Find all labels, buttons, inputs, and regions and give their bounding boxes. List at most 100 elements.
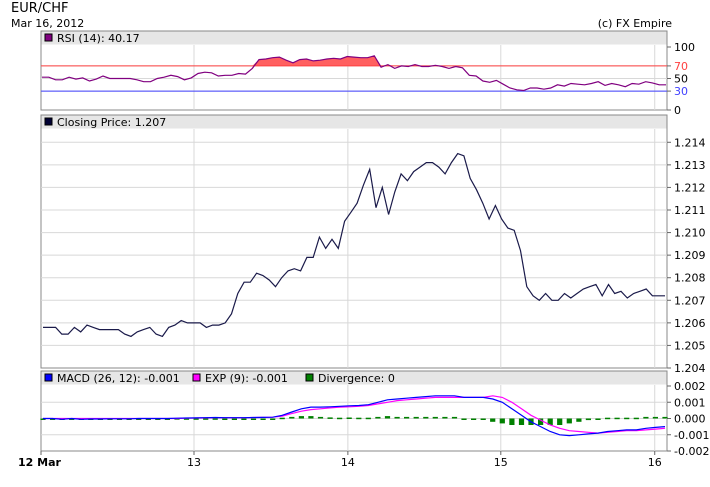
- divergence-bar: [279, 417, 285, 420]
- divergence-bar: [442, 416, 448, 419]
- divergence-bar: [394, 416, 400, 419]
- x-axis-tick-label: 16: [648, 456, 662, 469]
- divergence-bar: [557, 418, 563, 425]
- divergence-bar: [317, 416, 324, 419]
- divergence-bar: [289, 416, 295, 419]
- rsi-y-tick-label: 70: [674, 60, 688, 73]
- divergence-bar: [595, 418, 601, 420]
- divergence-bar: [260, 418, 266, 420]
- divergence-bar: [212, 418, 218, 420]
- divergence-bar: [241, 418, 247, 420]
- divergence-bar: [136, 418, 142, 420]
- divergence-bar: [518, 418, 525, 425]
- divergence-bar: [461, 418, 467, 420]
- divergence-bar: [413, 416, 419, 419]
- divergence-bar: [155, 418, 161, 420]
- divergence-bar: [50, 418, 56, 420]
- rsi-y-tick-label: 100: [674, 41, 695, 54]
- price-panel-frame: [40, 114, 668, 369]
- macd-legend-label: MACD (26, 12): -0.001: [57, 372, 180, 385]
- price-y-tick-label: 1.212: [674, 181, 706, 194]
- divergence-bar: [624, 417, 630, 420]
- macd-y-tick-label: -0.001: [674, 429, 709, 442]
- macd-y-tick-label: 0.000: [674, 413, 706, 426]
- x-axis-tick-label: 14: [341, 456, 355, 469]
- divergence-bar: [384, 416, 391, 419]
- rsi-y-tick-label: 50: [674, 73, 688, 86]
- divergence-bar: [404, 416, 410, 419]
- price-y-tick-label: 1.214: [674, 136, 706, 149]
- x-axis-tick-label: 15: [494, 456, 508, 469]
- divergence-bar: [480, 418, 486, 420]
- divergence-bar: [203, 418, 209, 420]
- divergence-bar: [605, 417, 611, 420]
- macd-series-line: [43, 395, 666, 437]
- macd-legend-label: EXP (9): -0.001: [205, 372, 288, 385]
- divergence-bar: [509, 418, 515, 425]
- macd-y-tick-label: -0.002: [674, 445, 709, 458]
- price-header-band: [41, 115, 667, 129]
- divergence-bar: [69, 418, 75, 420]
- price-y-tick-label: 1.207: [674, 294, 706, 307]
- divergence-bar: [432, 416, 438, 419]
- price-y-tick-label: 1.205: [674, 339, 706, 352]
- divergence-bar: [164, 418, 170, 420]
- divergence-bar: [643, 416, 649, 419]
- divergence-bar: [652, 416, 658, 419]
- divergence-bar: [222, 418, 228, 420]
- macd-y-tick-label: 0.001: [674, 396, 706, 409]
- rsi-overbought-fill: [42, 55, 666, 66]
- price-y-tick-label: 1.204: [674, 362, 706, 375]
- closing-price-line: [43, 152, 665, 338]
- divergence-bar: [356, 417, 362, 420]
- divergence-bar: [145, 418, 151, 420]
- divergence-bar: [327, 417, 333, 419]
- divergence-bar: [375, 416, 381, 419]
- price-y-tick-label: 1.210: [674, 227, 706, 240]
- rsi-series-line: [42, 55, 666, 92]
- divergence-bar: [308, 416, 314, 419]
- divergence-bar: [576, 418, 582, 422]
- rsi-y-tick-label: 30: [674, 85, 688, 98]
- divergence-bar: [298, 416, 304, 419]
- price-panel: [40, 114, 671, 369]
- price-legend-label: Closing Price: 1.207: [57, 116, 166, 129]
- divergence-bar: [538, 418, 544, 425]
- macd-legend-label: Divergence: 0: [318, 372, 395, 385]
- divergence-bar: [337, 417, 343, 420]
- macd-legend-swatch: [192, 373, 201, 382]
- rsi-legend-label: RSI (14): 40.17: [57, 32, 140, 45]
- divergence-bar: [270, 418, 276, 420]
- divergence-bar: [183, 418, 190, 420]
- divergence-bar: [471, 418, 477, 420]
- divergence-bar: [614, 417, 620, 420]
- divergence-bar: [499, 418, 505, 424]
- price-y-tick-label: 1.213: [674, 159, 706, 172]
- copyright-credit: (c) FX Empire: [597, 17, 672, 30]
- divergence-bar: [193, 418, 199, 420]
- divergence-bar: [566, 418, 572, 424]
- divergence-bar: [365, 417, 371, 420]
- rsi-header-band: [41, 31, 667, 45]
- divergence-bar: [231, 418, 237, 420]
- price-y-tick-label: 1.211: [674, 204, 706, 217]
- divergence-bar: [250, 418, 257, 420]
- macd-legend-swatch: [305, 373, 314, 382]
- divergence-bar: [585, 418, 591, 421]
- divergence-bar: [490, 418, 496, 422]
- price-y-tick-label: 1.208: [674, 272, 706, 285]
- divergence-bar: [346, 417, 352, 419]
- macd-panel: [40, 370, 671, 452]
- divergence-bar: [662, 416, 668, 419]
- divergence-bar: [633, 417, 639, 420]
- x-axis-tick-label: 12 Mar: [18, 456, 62, 469]
- price-y-tick-label: 1.206: [674, 317, 706, 330]
- price-legend-swatch: [44, 117, 53, 126]
- chart-title: EUR/CHF: [11, 1, 69, 16]
- x-axis-tick-label: 13: [187, 456, 201, 469]
- price-y-tick-label: 1.209: [674, 249, 706, 262]
- divergence-bar: [40, 418, 46, 420]
- divergence-bar: [451, 416, 458, 419]
- rsi-panel: [40, 30, 671, 111]
